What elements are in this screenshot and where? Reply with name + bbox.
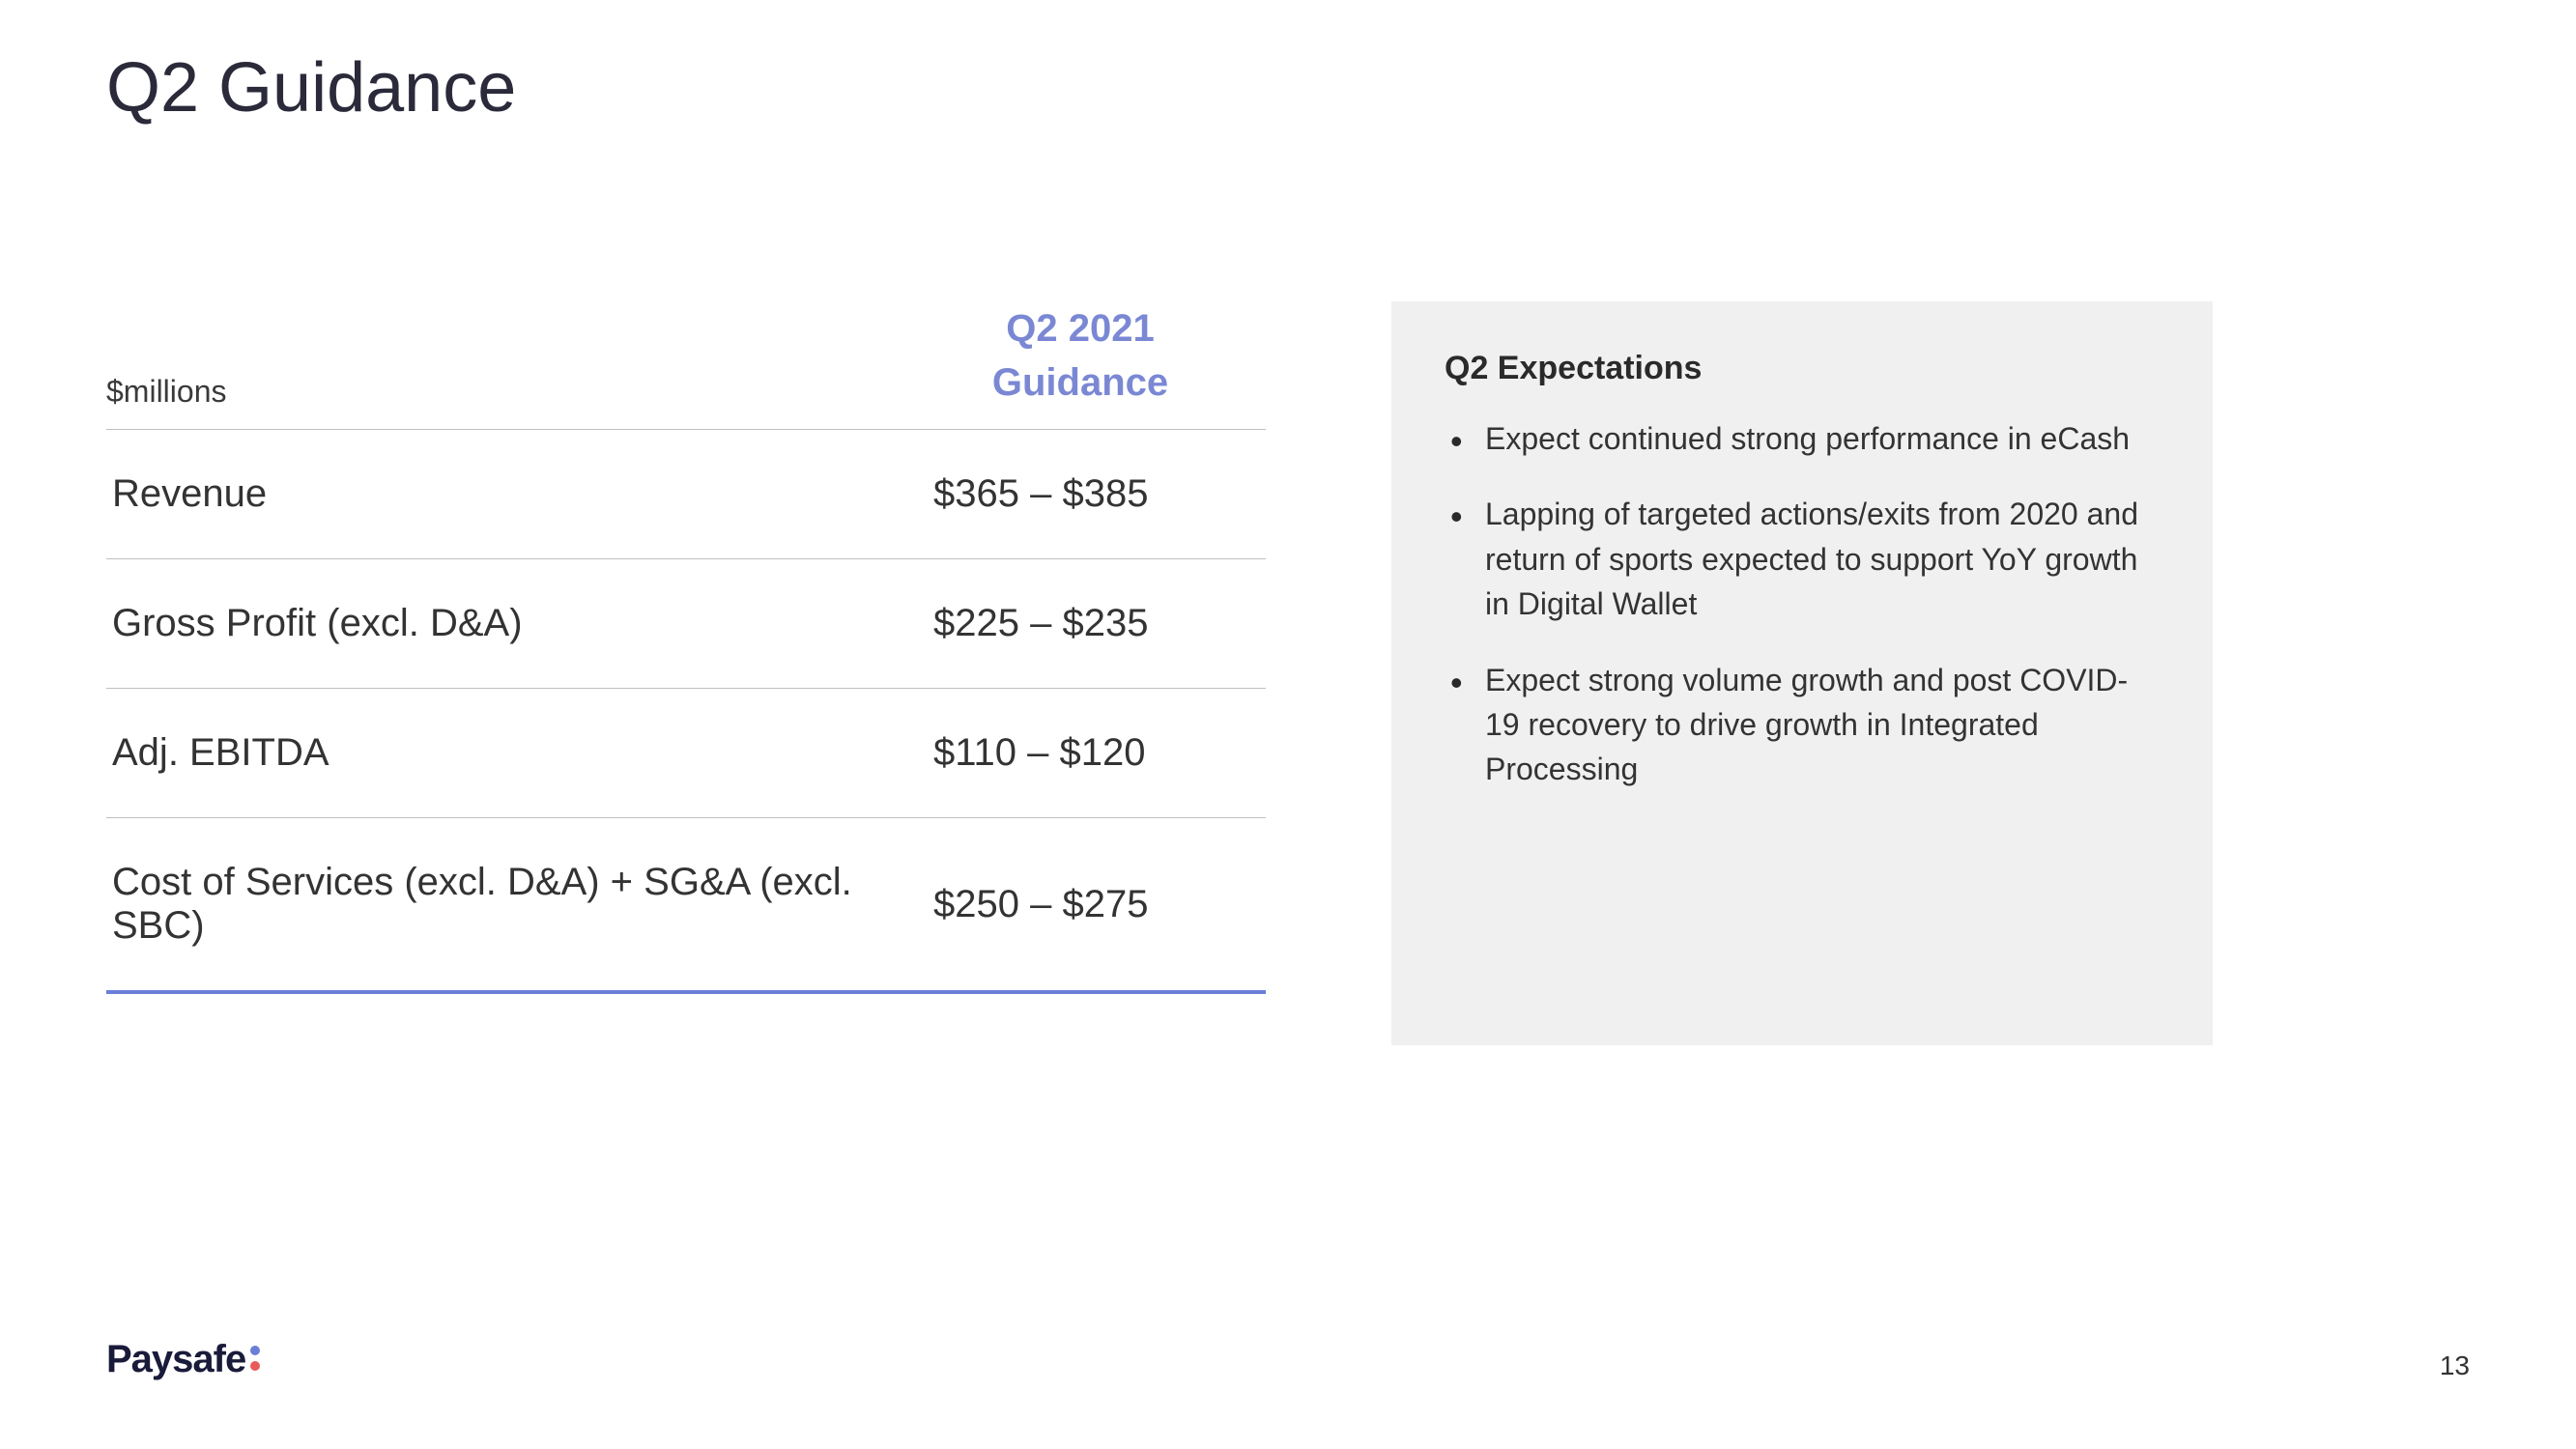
slide-title: Q2 Guidance [106,48,2470,128]
guidance-table: $millions Q2 2021 Guidance Revenue $365 … [106,301,1266,994]
guidance-table-section: $millions Q2 2021 Guidance Revenue $365 … [106,301,1266,994]
list-item: Lapping of targeted actions/exits from 2… [1445,492,2160,626]
units-label: $millions [106,374,895,410]
slide-footer: Paysafe 13 [106,1338,2470,1381]
expectations-list: Expect continued strong performance in e… [1445,416,2160,792]
metric-label: Cost of Services (excl. D&A) + SG&A (exc… [106,818,895,993]
logo-colon-icon [245,1338,263,1381]
expectations-box: Q2 Expectations Expect continued strong … [1391,301,2213,1045]
main-content: $millions Q2 2021 Guidance Revenue $365 … [106,301,2470,1045]
col-header-line2: Guidance [992,361,1168,404]
metric-value: $250 – $275 [895,818,1266,993]
paysafe-logo: Paysafe [106,1338,263,1381]
metric-label: Adj. EBITDA [106,689,895,818]
table-row: Adj. EBITDA $110 – $120 [106,689,1266,818]
guidance-column-header: Q2 2021 Guidance [895,301,1266,410]
logo-text: Paysafe [106,1338,245,1380]
table-row: Gross Profit (excl. D&A) $225 – $235 [106,559,1266,689]
table-header-row: $millions Q2 2021 Guidance [106,301,1266,430]
col-header-line1: Q2 2021 [1006,307,1154,350]
metric-value: $225 – $235 [895,559,1266,689]
metric-label: Gross Profit (excl. D&A) [106,559,895,689]
metric-value: $365 – $385 [895,430,1266,559]
list-item: Expect strong volume growth and post COV… [1445,658,2160,792]
table-row: Revenue $365 – $385 [106,430,1266,559]
list-item: Expect continued strong performance in e… [1445,416,2160,461]
table-row: Cost of Services (excl. D&A) + SG&A (exc… [106,818,1266,993]
page-number: 13 [2440,1350,2470,1381]
expectations-title: Q2 Expectations [1445,350,2160,387]
metric-label: Revenue [106,430,895,559]
metric-value: $110 – $120 [895,689,1266,818]
